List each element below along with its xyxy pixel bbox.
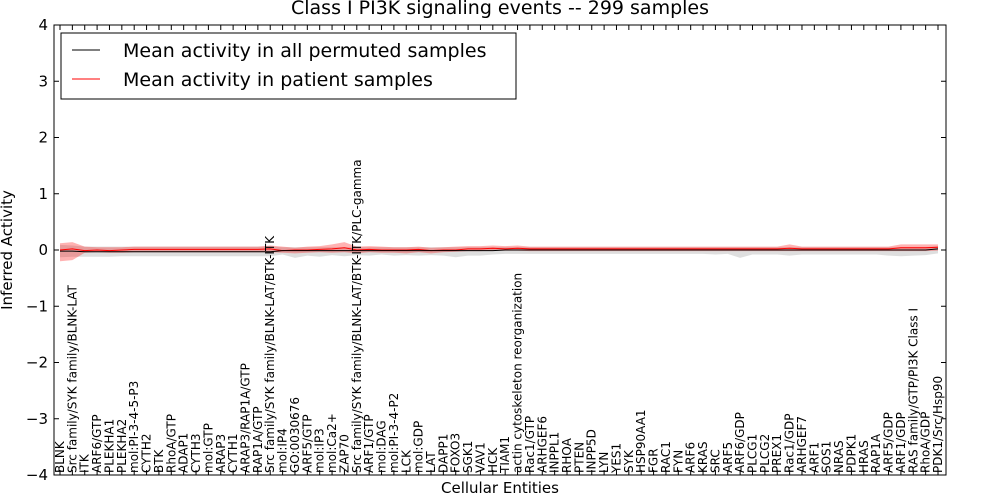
x-tick-label: ARHGEF7 (795, 416, 809, 473)
x-tick-label: PREX1 (770, 434, 784, 473)
x-tick-label: FOXO3 (449, 433, 463, 473)
x-tick-label: KRAS (696, 441, 710, 473)
y-tick-label: −1 (26, 297, 48, 315)
x-tick-label: PLEKHA1 (103, 419, 117, 473)
x-tick-label: FGR (647, 448, 661, 473)
x-tick-label: ARAP3/RAP1A/GTP (239, 363, 253, 473)
x-axis-label: Cellular Entities (441, 479, 559, 497)
x-tick-label: mol:DAG (375, 420, 389, 473)
x-tick-label: INPP5D (585, 429, 599, 473)
x-tick-label: RAS family/GTP/PI3K Class I (906, 308, 920, 473)
x-tick-label: SGK1 (461, 441, 475, 473)
legend-label-permuted: Mean activity in all permuted samples (123, 40, 486, 62)
x-tick-label: TIAM1 (498, 436, 512, 474)
band-series-1 (60, 242, 938, 262)
x-tick-label: mol:GDP (412, 421, 426, 473)
chart-title: Class I PI3K signaling events -- 299 sam… (291, 0, 709, 19)
x-tick-label: RAP1A/GTP (251, 406, 265, 473)
x-tick-label: ITK (78, 453, 92, 473)
x-tick-label: mol:IP3 (313, 428, 327, 473)
band-series-0 (60, 244, 938, 258)
x-tick-label: VAV1 (474, 442, 488, 473)
x-tick-label: mol:PI-3-4-5-P3 (127, 381, 141, 473)
x-tick-label: PDK1/Src/Hsp90 (931, 376, 945, 473)
x-tick-label: ARF5/GDP (882, 412, 896, 473)
x-tick-label: BLNK (53, 440, 67, 473)
x-tick-label: Src family/SYK family/BLNK-LAT/BTK-ITK (263, 235, 277, 473)
x-tick-label: LYN (597, 452, 611, 473)
line-series-1 (59, 246, 939, 252)
x-tick-label: Src family/SYK family/BLNK-LAT (65, 284, 79, 473)
x-tick-label: ARF5/GTP (300, 414, 314, 473)
x-tick-label: PLEKHA2 (115, 419, 129, 473)
x-tick-label: Src family/SYK family/BLNK-LAT/BTK-ITK/P… (350, 159, 364, 473)
x-tick-label: INPPL1 (548, 432, 562, 473)
y-tick-label: 0 (38, 241, 48, 259)
y-tick-label: 3 (38, 72, 48, 90)
x-tick-label: CYTH3 (189, 434, 203, 474)
x-tick-label: DAPP1 (436, 434, 450, 473)
x-tick-label: CYTH2 (140, 434, 154, 474)
x-tick-label: CYTH1 (226, 434, 240, 474)
x-tick-label: RAC1 (659, 441, 673, 473)
y-tick-label: 1 (38, 185, 48, 203)
x-tick-label: RHOA (560, 437, 574, 473)
x-tick-label: PLCG2 (758, 434, 772, 473)
x-tick-label: HCK (486, 447, 500, 473)
line-series-0 (60, 248, 939, 253)
x-tick-label: HRAS (857, 440, 871, 473)
x-tick-label: BTK (152, 448, 166, 473)
y-axis-label: Inferred Activity (0, 190, 16, 310)
x-tick-label: Rac1/GTP (523, 416, 537, 473)
x-tick-label: ZAP70 (337, 434, 351, 473)
x-tick-label: RhoA/GDP (919, 412, 933, 473)
legend-box (60, 32, 517, 100)
x-tick-label: YES1 (610, 443, 624, 474)
x-tick-label: Rac1/GDP (783, 414, 797, 473)
x-tick-label: ARF6/GTP (90, 414, 104, 473)
x-tick-label: HSP90AA1 (634, 409, 648, 473)
x-tick-label: mol:PI-3-4-P2 (387, 393, 401, 473)
x-tick-label: PLCG1 (746, 434, 760, 473)
x-tick-label: FYN (671, 450, 685, 473)
x-tick-label: SYK (622, 449, 636, 473)
x-tick-label: LCK (399, 449, 413, 473)
x-tick-label: RhoA/GTP (164, 414, 178, 473)
x-tick-label: ARHGEF6 (535, 416, 549, 473)
x-tick-label: ARF5 (721, 442, 735, 473)
y-tick-label: −4 (26, 466, 48, 484)
y-tick-label: 4 (38, 16, 48, 34)
x-tick-label: ARF1 (807, 442, 821, 473)
x-tick-label: RAP1A (869, 433, 883, 473)
legend-label-patient: Mean activity in patient samples (123, 69, 433, 91)
x-tick-label: SRC (708, 449, 722, 473)
x-tick-label: NRAS (832, 440, 846, 473)
x-tick-label: ARF6 (684, 442, 698, 473)
x-tick-label: LAT (424, 451, 438, 473)
x-tick-label: GO:0030676 (288, 397, 302, 473)
x-tick-label: ARF1/GTP (362, 414, 376, 473)
x-tick-label: ARF6/GDP (733, 412, 747, 473)
x-tick-label: SOS1 (820, 441, 834, 473)
x-tick-label: PTEN (572, 442, 586, 473)
y-tick-label: −2 (26, 354, 48, 372)
x-tick-label: mol:Ca2+ (325, 413, 339, 473)
x-tick-label: ARF1/GDP (894, 412, 908, 473)
y-tick-label: −3 (26, 410, 48, 428)
x-tick-label: ARAP3 (214, 434, 228, 473)
x-tick-label: mol:IP4 (276, 428, 290, 473)
x-tick-label: ADAP1 (177, 433, 191, 473)
x-tick-label: PDPK1 (844, 434, 858, 473)
x-tick-label: actin cytoskeleton reorganization (511, 273, 525, 473)
legend: Mean activity in all permuted samples Me… (60, 32, 517, 100)
x-tick-label: mol:GTP (201, 423, 215, 473)
y-tick-label: 2 (38, 129, 48, 147)
